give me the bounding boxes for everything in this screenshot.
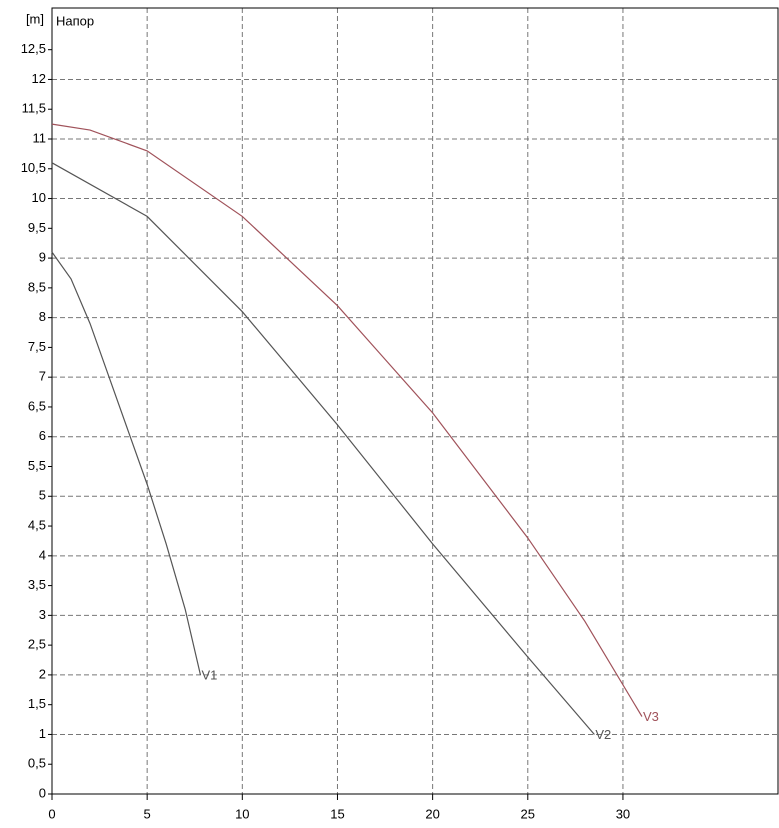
y-tick-label: 12 xyxy=(32,71,46,86)
y-tick-label: 3,5 xyxy=(28,577,46,592)
x-tick-label: 5 xyxy=(144,806,151,821)
x-tick-label: 0 xyxy=(48,806,55,821)
y-tick-label: 6,5 xyxy=(28,398,46,413)
x-tick-label: 15 xyxy=(330,806,344,821)
curve xyxy=(51,123,643,717)
y-tick-label: 12,5 xyxy=(21,41,46,56)
y-tick-label: 0 xyxy=(39,785,46,800)
y-tick-label: 6 xyxy=(39,428,46,443)
plot-frame xyxy=(51,7,779,795)
y-tick-label: 10 xyxy=(32,190,46,205)
y-tick-label: 2,5 xyxy=(28,637,46,652)
x-tick-label: 25 xyxy=(521,806,535,821)
y-tick-label: 8,5 xyxy=(28,279,46,294)
y-tick-label: 9 xyxy=(39,250,46,265)
y-tick-label: 0,5 xyxy=(28,756,46,771)
y-tick-label: 11 xyxy=(33,130,47,145)
x-tick-label: 20 xyxy=(425,806,439,821)
curve-label: V3 xyxy=(643,709,659,724)
chart-title: Напор xyxy=(56,13,94,28)
y-tick-label: 1 xyxy=(39,726,46,741)
y-tick-label: 10,5 xyxy=(21,160,46,175)
curve-label: V2 xyxy=(595,727,611,742)
curve xyxy=(51,251,202,676)
x-tick-label: 10 xyxy=(235,806,249,821)
y-tick-label: 8 xyxy=(39,309,46,324)
y-tick-label: 2 xyxy=(39,666,46,681)
x-tick-label: 30 xyxy=(616,806,630,821)
curve-label: V1 xyxy=(201,667,217,682)
y-tick-label: 7,5 xyxy=(28,339,46,354)
y-tick-label: 5 xyxy=(39,488,46,503)
y-axis-label: [m] xyxy=(26,11,44,26)
y-tick-label: 7 xyxy=(39,369,46,384)
y-tick-label: 4,5 xyxy=(28,517,46,532)
curve xyxy=(51,162,595,735)
y-tick-label: 5,5 xyxy=(28,458,46,473)
y-tick-label: 1,5 xyxy=(28,696,46,711)
y-tick-label: 3 xyxy=(39,607,46,622)
y-tick-label: 11,5 xyxy=(22,101,46,116)
y-tick-label: 9,5 xyxy=(28,220,46,235)
y-tick-label: 4 xyxy=(39,547,46,562)
